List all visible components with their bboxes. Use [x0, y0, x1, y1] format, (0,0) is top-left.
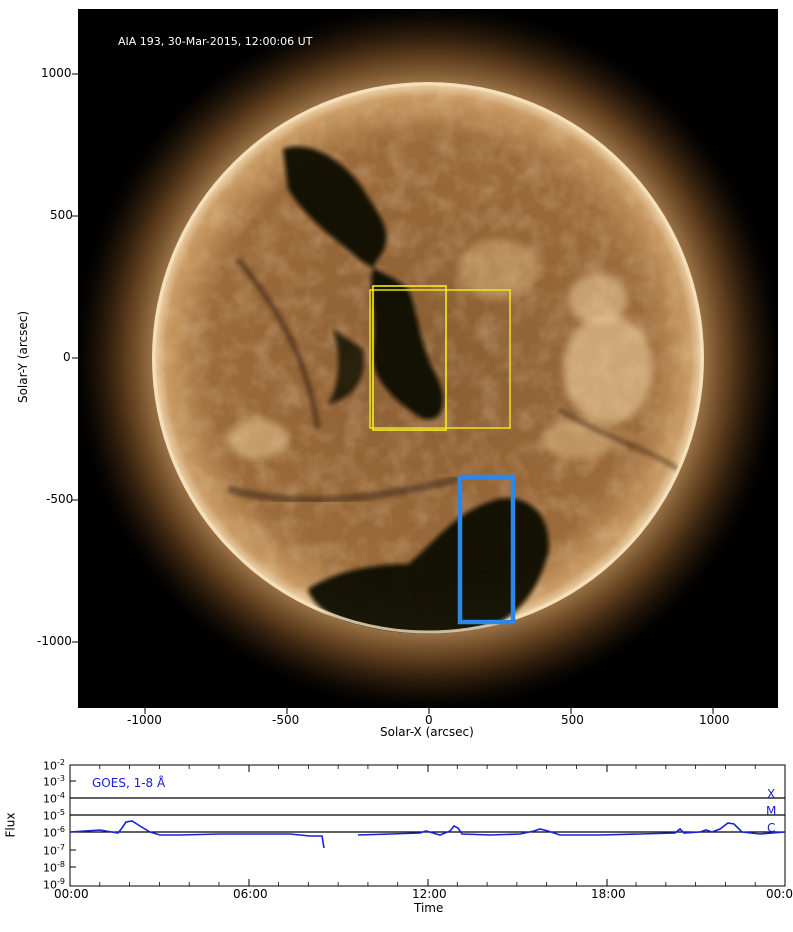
goes-y-tick-label: 10-9 [43, 877, 65, 892]
goes-series-label: GOES, 1-8 Å [92, 776, 166, 790]
limb [152, 82, 704, 634]
class-label-c: C [767, 821, 776, 835]
goes-y-tick-label: 10-7 [43, 843, 65, 858]
x-tick-label: 500 [561, 713, 584, 727]
goes-y-tick-label: 10-3 [43, 774, 65, 789]
y-tick-label: 0 [63, 350, 71, 364]
goes-y-axis-label: Flux [3, 812, 18, 838]
x-tick-label: -1000 [127, 713, 162, 727]
goes-y-tick-label: 10-4 [43, 791, 65, 806]
x-axis-label: Solar-X (arcsec) [380, 725, 474, 739]
goes-y-tick-label: 10-2 [43, 758, 65, 773]
image-caption: AIA 193, 30-Mar-2015, 12:00:06 UT [118, 35, 313, 48]
yellow-box-wide [369, 289, 511, 429]
goes-x-tick-label: 00:00 [54, 887, 89, 901]
y-axis-label: Solar-Y (arcsec) [16, 310, 30, 404]
class-label-m: M [766, 804, 777, 818]
y-tick-label: -500 [46, 492, 74, 506]
x-tick-label: -500 [272, 713, 300, 727]
yellow-box-narrow [372, 285, 447, 431]
y-tick-label: 500 [50, 208, 73, 222]
coronal-hole-north [283, 146, 444, 420]
goes-flux-curve [69, 820, 786, 849]
goes-x-tick-label: 06:00 [233, 887, 268, 901]
goes-x-tick-label: 00:0 [766, 887, 793, 901]
solar-image-panel: AIA 193, 30-Mar-2015, 12:00:06 UT [78, 9, 778, 708]
x-tick-label: 1000 [699, 713, 730, 727]
goes-x-tick-label: 18:00 [591, 887, 626, 901]
goes-y-tick-label: 10-8 [43, 860, 65, 875]
y-tick-label: -1000 [37, 634, 72, 648]
goes-y-tick-label: 10-6 [43, 825, 65, 840]
goes-x-tick-label: 12:00 [412, 887, 447, 901]
goes-frame [69, 764, 786, 887]
x-tick-label: 0 [425, 713, 433, 727]
goes-y-tick-label: 10-5 [43, 808, 65, 823]
class-label-x: X [767, 787, 776, 801]
goes-plot [69, 764, 786, 887]
solar-image [78, 9, 778, 708]
coronal-hole-south [308, 498, 549, 634]
disk-texture [152, 82, 704, 634]
blue-box [457, 474, 516, 625]
y-tick-label: 1000 [41, 66, 72, 80]
goes-x-axis-label: Time [414, 901, 444, 915]
solar-axes [72, 73, 714, 714]
